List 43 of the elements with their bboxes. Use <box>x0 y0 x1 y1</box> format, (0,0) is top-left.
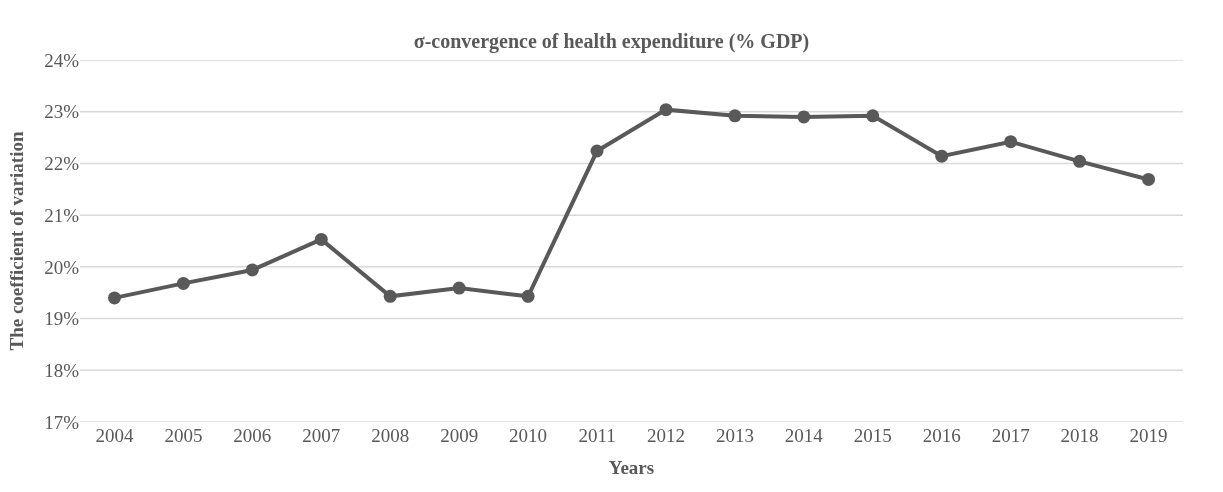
x-tick-label: 2009 <box>440 425 479 446</box>
point <box>797 110 811 124</box>
x-tick-label: 2010 <box>509 425 548 446</box>
x-tick-label: 2016 <box>922 425 961 446</box>
x-axis-title: Years <box>608 456 655 478</box>
x-tick-label: 2018 <box>1060 425 1099 446</box>
x-tick-label: 2005 <box>164 425 203 446</box>
point <box>1004 135 1018 149</box>
x-tick-label: 2015 <box>853 425 892 446</box>
x-tick-label: 2019 <box>1129 425 1168 446</box>
point <box>383 289 397 303</box>
point <box>314 232 328 246</box>
y-tick-label: 18% <box>44 359 80 381</box>
point <box>728 109 742 123</box>
y-tick-label: 24% <box>44 49 80 71</box>
point <box>452 281 466 295</box>
x-tick-label: 2007 <box>302 425 341 446</box>
point <box>521 289 535 303</box>
y-tick-label: 20% <box>44 256 80 278</box>
x-tick-label: 2012 <box>646 425 685 446</box>
x-tick-label: 2006 <box>233 425 272 446</box>
y-tick-label: 17% <box>44 411 80 433</box>
x-tick-label: 2008 <box>371 425 410 446</box>
x-tick-label: 2011 <box>578 425 616 446</box>
x-tick-label: 2004 <box>95 425 134 446</box>
x-tick-label: 2014 <box>784 425 824 446</box>
point <box>107 291 121 305</box>
y-tick-label: 22% <box>44 153 80 175</box>
point <box>176 276 190 290</box>
point <box>245 263 259 277</box>
chart-title: σ-convergence of health expenditure (% GDP) <box>413 30 810 54</box>
y-tick-label: 19% <box>44 308 80 330</box>
point <box>590 144 604 158</box>
x-tick-label: 2017 <box>991 425 1030 446</box>
point <box>935 149 949 163</box>
point <box>1142 172 1156 186</box>
y-tick-label: 21% <box>44 204 80 226</box>
point <box>659 103 673 117</box>
y-axis-title: The coefficient of variation <box>6 131 28 351</box>
y-tick-label: 23% <box>44 101 80 123</box>
x-tick-label: 2013 <box>715 425 754 446</box>
point <box>866 109 880 123</box>
point <box>1073 154 1087 168</box>
